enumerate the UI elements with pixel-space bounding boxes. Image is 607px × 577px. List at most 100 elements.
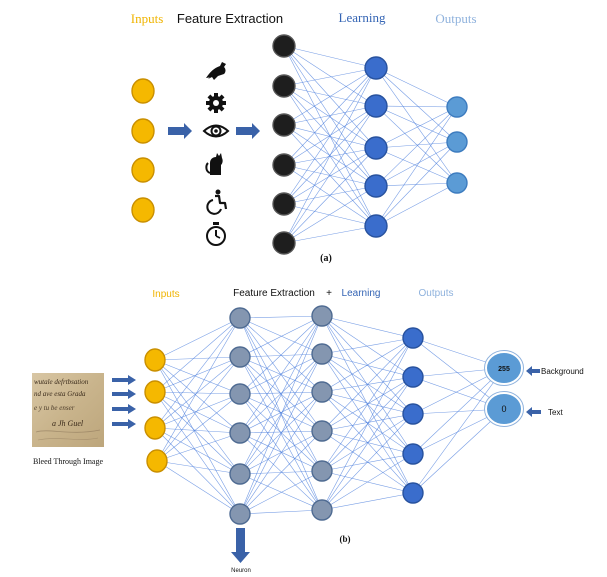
input-arrow bbox=[112, 389, 136, 399]
connection-line bbox=[154, 427, 241, 434]
connection-line bbox=[239, 432, 323, 472]
hidden-node bbox=[229, 346, 251, 368]
connection-line bbox=[321, 391, 414, 455]
header-learning-b: Learning bbox=[342, 288, 381, 299]
header-feature-extraction-b: Feature Extraction bbox=[233, 288, 315, 299]
connection-line bbox=[321, 315, 414, 378]
arrow-inputs-to-features bbox=[168, 123, 192, 139]
connection-line bbox=[283, 85, 377, 149]
output-value-background: 255 bbox=[498, 366, 510, 373]
connection-line bbox=[239, 432, 323, 511]
output-label-text: Text bbox=[548, 408, 563, 417]
connection-line bbox=[239, 391, 323, 475]
input-arrow bbox=[112, 404, 136, 414]
caption-b: (b) bbox=[340, 534, 351, 544]
connection-line bbox=[375, 105, 458, 184]
connection-line bbox=[283, 147, 377, 244]
connection-line bbox=[239, 509, 323, 515]
stopwatch-icon bbox=[206, 222, 226, 246]
connection-line bbox=[239, 315, 323, 395]
connection-line bbox=[321, 337, 414, 355]
connections-a bbox=[283, 45, 458, 244]
connection-line bbox=[154, 393, 241, 429]
connection-line bbox=[283, 225, 377, 244]
diagram-b: Inputs Feature Extraction + Learning Out… bbox=[32, 288, 584, 574]
gear-icon bbox=[206, 93, 226, 113]
connection-line bbox=[154, 391, 241, 434]
connection-line bbox=[154, 359, 241, 515]
connection-line bbox=[283, 147, 377, 166]
output-node-background: 255 bbox=[484, 350, 524, 386]
learning-node bbox=[402, 366, 424, 388]
connection-line bbox=[239, 353, 323, 515]
connection-line bbox=[154, 359, 241, 475]
image-text-line: wutale defrtbsation bbox=[34, 378, 89, 386]
hidden-node bbox=[229, 503, 251, 525]
connection-line bbox=[375, 67, 458, 143]
connection-line bbox=[321, 337, 414, 432]
header-inputs-a: Inputs bbox=[131, 11, 164, 26]
connection-line bbox=[154, 427, 241, 475]
connection-line bbox=[156, 317, 241, 462]
arrow-to-background bbox=[526, 366, 540, 376]
connection-line bbox=[283, 45, 377, 107]
connection-line bbox=[321, 353, 414, 378]
connection-line bbox=[154, 317, 241, 361]
connection-line bbox=[239, 353, 323, 434]
input-node bbox=[144, 348, 166, 372]
connection-line bbox=[321, 453, 414, 511]
connection-line bbox=[321, 453, 414, 472]
input-node bbox=[144, 380, 166, 404]
nodes-b bbox=[144, 305, 424, 525]
input-node bbox=[131, 78, 155, 104]
connection-line bbox=[375, 106, 458, 187]
nodes-a bbox=[131, 34, 468, 255]
cat-icon bbox=[205, 153, 223, 175]
connection-line bbox=[283, 45, 377, 187]
feature-node bbox=[272, 113, 296, 137]
connection-line bbox=[412, 367, 505, 494]
image-text-line: e y tu be enser bbox=[34, 404, 75, 412]
connection-line bbox=[239, 430, 323, 434]
connection-line bbox=[412, 367, 505, 455]
header-feature-extraction-a: Feature Extraction bbox=[177, 11, 283, 26]
connections-b bbox=[154, 315, 505, 515]
connection-line bbox=[321, 315, 414, 455]
hidden-node bbox=[311, 499, 333, 521]
connection-line bbox=[375, 141, 458, 187]
feature-node bbox=[272, 34, 296, 58]
accessible-icon bbox=[206, 189, 228, 215]
connection-line bbox=[375, 106, 458, 227]
connection-line bbox=[154, 359, 241, 395]
connection-line bbox=[154, 391, 241, 395]
feature-node bbox=[272, 153, 296, 177]
connection-line bbox=[283, 45, 377, 149]
connection-line bbox=[239, 315, 323, 319]
connection-line bbox=[239, 315, 323, 515]
connection-line bbox=[375, 141, 458, 149]
learning-node bbox=[402, 327, 424, 349]
connection-line bbox=[321, 413, 414, 472]
connection-line bbox=[239, 315, 323, 358]
output-label-background: Background bbox=[541, 367, 584, 376]
connection-line bbox=[154, 391, 241, 515]
learning-node bbox=[402, 403, 424, 425]
connection-line bbox=[154, 427, 241, 515]
connection-line bbox=[283, 85, 377, 107]
connection-line bbox=[283, 67, 377, 126]
header-outputs-b: Outputs bbox=[418, 288, 453, 299]
connection-line bbox=[239, 353, 323, 358]
header-outputs-a: Outputs bbox=[435, 11, 476, 26]
image-text-line: nd ave esta Grada bbox=[34, 390, 86, 398]
connection-line bbox=[283, 67, 377, 87]
connection-line bbox=[375, 182, 458, 227]
learning-node bbox=[364, 214, 388, 238]
connection-line bbox=[375, 106, 458, 149]
connection-line bbox=[375, 105, 458, 108]
connection-line bbox=[239, 473, 323, 511]
connection-line bbox=[154, 356, 241, 429]
connection-line bbox=[283, 67, 377, 244]
feature-node bbox=[272, 231, 296, 255]
connection-line bbox=[321, 337, 414, 511]
